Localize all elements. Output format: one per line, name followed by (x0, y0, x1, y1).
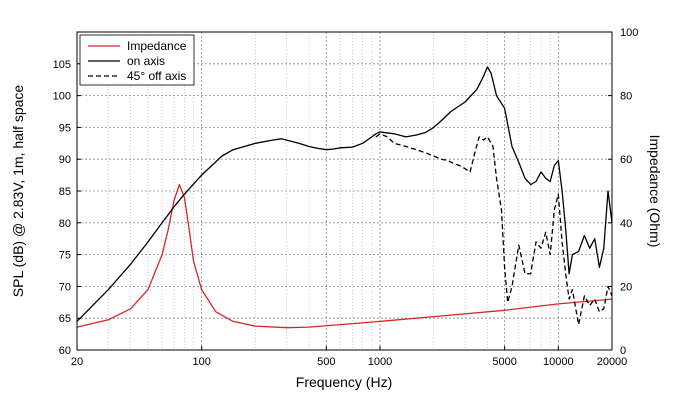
x-tick-label: 20 (71, 356, 83, 368)
y-tick-label: 90 (59, 154, 71, 166)
legend-label: 45° off axis (127, 69, 186, 83)
y2-tick-label: 80 (620, 91, 632, 103)
series-line-impedance (76, 183, 613, 329)
x-tick-label: 100 (192, 356, 210, 368)
y-tick-label: 85 (59, 186, 71, 198)
legend-box (79, 34, 195, 86)
plot-frame (76, 31, 613, 351)
x-tick-label: 5000 (492, 356, 516, 368)
series-lines (76, 66, 613, 329)
y-axis-title: SPL (dB) @ 2.83V, 1m, half space (10, 85, 26, 298)
y-tick-label: 70 (59, 281, 71, 293)
y-tick-label: 65 (59, 313, 71, 325)
y-tick-label: 80 (59, 218, 71, 230)
y2-tick-label: 100 (620, 27, 638, 39)
y-axis-ticks: 60 65 70 75 80 85 90 95 100 105 (53, 59, 81, 357)
x-tick-label: 500 (317, 356, 335, 368)
x-tick-label: 1000 (368, 356, 392, 368)
y2-tick-label: 60 (620, 154, 632, 166)
y2-axis-title: Impedance (Ohm) (647, 135, 663, 248)
y-tick-label: 105 (53, 59, 71, 71)
y-tick-label: 95 (59, 122, 71, 134)
y2-tick-label: 0 (620, 345, 626, 357)
y-tick-label: 60 (59, 345, 71, 357)
y2-axis-ticks: 0 20 40 60 80 100 (608, 27, 638, 357)
legend-label: Impedance (127, 39, 187, 53)
series-line-on-axis (76, 66, 613, 322)
x-tick-label: 10000 (543, 356, 574, 368)
x-axis-ticks: 20 100 500 1000 5000 10000 20000 (71, 346, 627, 368)
y-tick-label: 75 (59, 250, 71, 262)
legend-label: on axis (127, 54, 165, 68)
y-tick-label: 100 (53, 91, 71, 103)
y2-tick-label: 40 (620, 218, 632, 230)
x-axis-title: Frequency (Hz) (296, 374, 392, 390)
series-line-45-off-axis (375, 133, 613, 326)
x-tick-label: 20000 (597, 356, 628, 368)
y2-tick-label: 20 (620, 281, 632, 293)
grid (77, 32, 612, 350)
